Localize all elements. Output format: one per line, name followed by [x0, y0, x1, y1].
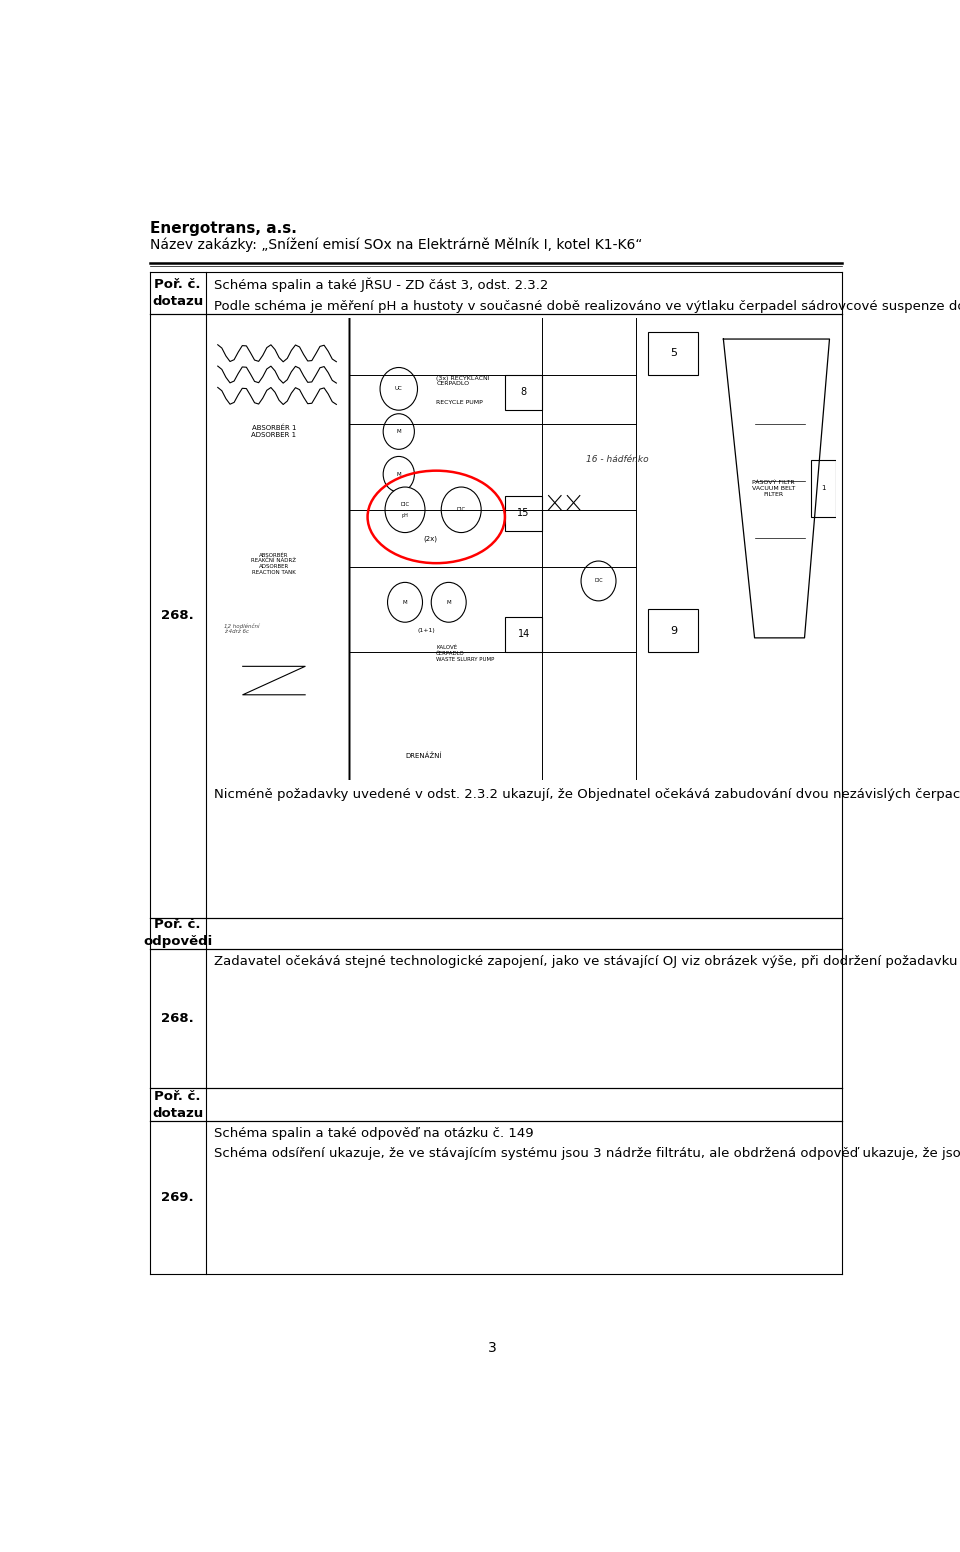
Text: 268.: 268.	[161, 1012, 194, 1024]
Text: Nicméně požadavky uvedené v odst. 2.3.2 ukazují, že Objednatel očekává zabudován: Nicméně požadavky uvedené v odst. 2.3.2 …	[214, 787, 960, 801]
Text: 3: 3	[488, 1341, 496, 1355]
Text: Poř. č.
dotazu: Poř. č. dotazu	[152, 1090, 204, 1119]
Text: Schéma odsíření ukazuje, že ve stávajícím systému jsou 3 nádrže filtrátu, ale ob: Schéma odsíření ukazuje, že ve stávající…	[214, 1147, 960, 1159]
Text: Podle schéma je měření pH a hustoty v současné době realizováno ve výtlaku čerpa: Podle schéma je měření pH a hustoty v so…	[214, 298, 960, 312]
Text: Schéma spalin a také odpověď na otázku č. 149: Schéma spalin a také odpověď na otázku č…	[214, 1127, 534, 1139]
Text: Schéma spalin a také JŘSU - ZD část 3, odst. 2.3.2: Schéma spalin a také JŘSU - ZD část 3, o…	[214, 278, 549, 292]
Text: Poř. č.
odpovědi: Poř. č. odpovědi	[143, 919, 212, 948]
Text: 269.: 269.	[161, 1190, 194, 1204]
Text: Zadavatel očekává stejné technologické zapojení, jako ve stávající OJ viz obráze: Zadavatel očekává stejné technologické z…	[214, 954, 960, 967]
Text: Poř. č.
dotazu: Poř. č. dotazu	[152, 278, 204, 309]
Text: 268.: 268.	[161, 610, 194, 622]
Text: Energotrans, a.s.: Energotrans, a.s.	[150, 220, 297, 236]
Text: Název zakázky: „Snížení emisí SOx na Elektrárně Mělník I, kotel K1-K6“: Název zakázky: „Snížení emisí SOx na Ele…	[150, 237, 642, 251]
